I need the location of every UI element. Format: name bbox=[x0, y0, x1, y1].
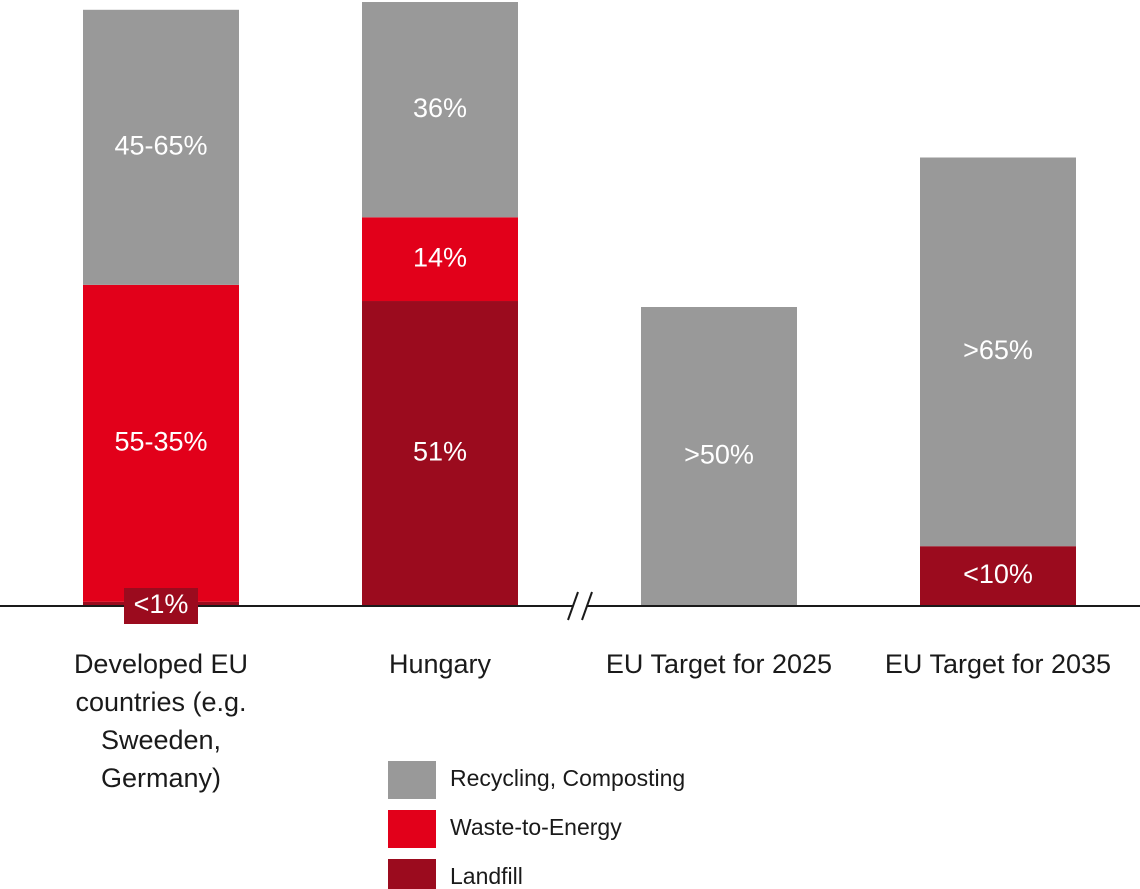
legend-label: Waste-to-Energy bbox=[450, 814, 622, 840]
bar-segment bbox=[83, 9, 239, 285]
legend-label: Landfill bbox=[450, 863, 523, 889]
bar-segment bbox=[920, 157, 1076, 547]
category-label: Developed EU countries (e.g. Sweeden, Ge… bbox=[73, 649, 249, 793]
value-label: 36% bbox=[413, 93, 467, 123]
category-label: EU Target for 2035 bbox=[884, 649, 1112, 679]
value-label: 55-35% bbox=[114, 426, 207, 456]
bar-segment bbox=[362, 301, 518, 606]
value-label: <1% bbox=[134, 589, 189, 619]
axis-break bbox=[581, 591, 593, 621]
value-label: >50% bbox=[684, 440, 754, 470]
legend-swatch bbox=[388, 761, 436, 799]
bar-segment bbox=[641, 307, 797, 606]
axis-break-gap bbox=[573, 602, 587, 610]
axis-break bbox=[567, 591, 579, 621]
value-label: <10% bbox=[963, 559, 1033, 589]
value-label: 45-65% bbox=[114, 130, 207, 160]
category-label: Hungary bbox=[388, 649, 492, 679]
bar-segment bbox=[362, 2, 518, 218]
legend-swatch bbox=[388, 859, 436, 889]
legend-swatch bbox=[388, 810, 436, 848]
label-box bbox=[124, 588, 198, 624]
bar-segment bbox=[920, 546, 1076, 606]
legend-label: Recycling, Composting bbox=[450, 765, 685, 791]
bar-segment bbox=[83, 284, 239, 602]
value-label: 51% bbox=[413, 437, 467, 467]
value-label: >65% bbox=[963, 335, 1033, 365]
bar-segment bbox=[362, 217, 518, 302]
category-label: EU Target for 2025 bbox=[605, 649, 833, 679]
value-label: 14% bbox=[413, 242, 467, 272]
